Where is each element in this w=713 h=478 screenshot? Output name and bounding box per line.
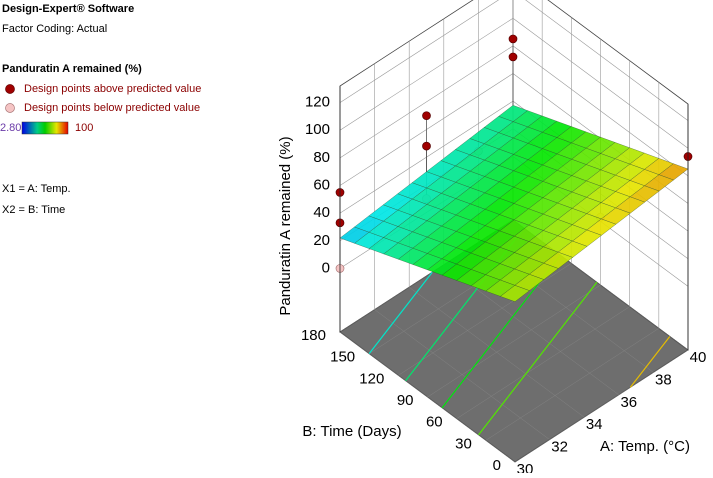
plot: 0204060801001203032343638400306090120150… (301, 0, 707, 478)
y-tick-label: 150 (330, 349, 355, 366)
y-tick-label: 180 (301, 327, 326, 344)
point-above (508, 52, 518, 62)
contour-line (629, 336, 671, 388)
surface-patch (500, 285, 530, 302)
response-title: Panduratin A remained (%) (2, 63, 142, 75)
y-tick-label: 120 (359, 370, 384, 387)
factor-label: X2 = B: Time (2, 204, 65, 216)
x-tick-label: 38 (655, 371, 672, 388)
grid-line (398, 263, 572, 376)
grid-line (427, 284, 601, 398)
x-axis-title: A: Temp. (°C) (600, 438, 690, 455)
y-tick-label: 0 (493, 457, 501, 473)
factor-coding: Factor Coding: Actual (2, 23, 107, 35)
point-above (422, 111, 431, 121)
x-tick-label: 30 (517, 461, 534, 473)
y-tick-label: 30 (455, 435, 472, 452)
contour-line (478, 281, 598, 436)
z-tick-label: 120 (305, 94, 330, 111)
grid-line (456, 306, 630, 419)
factor-label: X1 = A: Temp. (2, 183, 71, 195)
x-tick-label: 36 (620, 394, 637, 411)
color-min-label: 2.80 (0, 122, 21, 134)
grid-line (485, 328, 659, 441)
legend-label: Design points above predicted value (24, 83, 201, 95)
grid-line (339, 17, 514, 131)
x-tick-label: 32 (551, 439, 568, 456)
color-max-label: 100 (75, 122, 93, 134)
color-bar (21, 121, 69, 135)
grid-line (514, 349, 689, 463)
grid-line (339, 0, 500, 103)
point-above (508, 34, 518, 44)
z-tick-label: 0 (322, 259, 330, 276)
z-tick-label: 60 (313, 176, 330, 193)
grid-line (339, 45, 514, 159)
contour-line (368, 271, 433, 355)
z-tick-label: 20 (313, 232, 330, 249)
x-tick-label: 34 (586, 416, 603, 433)
point-above (422, 141, 431, 151)
x-tick-label: 40 (690, 349, 707, 366)
y-tick-label: 90 (397, 392, 414, 409)
y-axis-title: B: Time (Days) (302, 423, 401, 440)
z-tick-label: 40 (313, 204, 330, 221)
z-tick-label: 80 (313, 149, 330, 166)
software-title: Design-Expert® Software (2, 3, 134, 15)
z-tick-label: 100 (305, 121, 330, 138)
legend-marker (5, 84, 15, 94)
legend-label: Design points below predicted value (24, 102, 200, 114)
z-axis-title: Panduratin A remained (%) (277, 136, 294, 315)
legend-marker (5, 103, 15, 113)
y-tick-label: 60 (426, 414, 443, 431)
